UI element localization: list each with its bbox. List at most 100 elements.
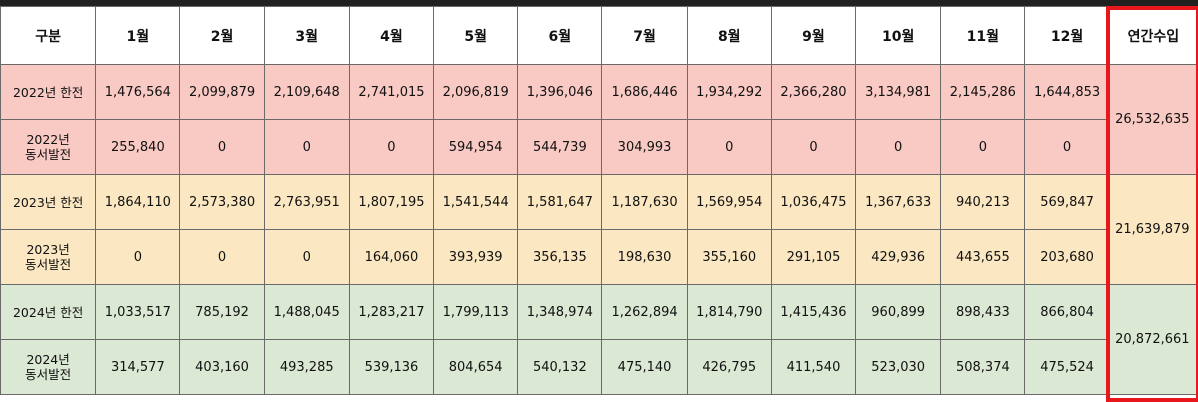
- table-cell: 1,187,630: [601, 174, 688, 230]
- header-month-3: 3월: [263, 6, 350, 65]
- table-cell: 2,366,280: [770, 64, 857, 120]
- header-month-7: 7월: [601, 6, 688, 65]
- table-cell: 1,348,974: [517, 284, 603, 340]
- table-row-2024-ewp: 2024년 동서발전 314,577 403,160 493,285 539,13…: [0, 339, 1198, 395]
- table-cell: 203,680: [1024, 229, 1110, 285]
- row-label: 2023년 동서발전: [0, 229, 97, 285]
- table-cell: 0: [686, 119, 772, 175]
- table-cell: 1,569,954: [686, 174, 772, 230]
- table-row-2024-kepco: 2024년 한전 1,033,517 785,192 1,488,045 1,2…: [0, 284, 1198, 395]
- table-cell: 198,630: [601, 229, 688, 285]
- header-month-2: 2월: [179, 6, 265, 65]
- annual-income-table: 구분 1월 2월 3월 4월 5월 6월 7월 8월 9월 10월 11월 12…: [0, 6, 1198, 395]
- table-cell: 304,993: [601, 119, 688, 175]
- row-label: 2024년 동서발전: [0, 339, 97, 395]
- table-cell: 1,581,647: [517, 174, 603, 230]
- table-row-2022-kepco: 2022년 한전 1,476,564 2,099,879 2,109,648 2…: [0, 64, 1198, 175]
- table-cell: 0: [263, 229, 350, 285]
- table-cell: 493,285: [263, 339, 350, 395]
- table-cell: 475,524: [1024, 339, 1110, 395]
- table-cell: 1,476,564: [95, 64, 181, 120]
- header-annual-income: 연간수입: [1108, 6, 1198, 65]
- table-cell: 0: [1024, 119, 1110, 175]
- row-label: 2022년 한전: [0, 64, 97, 120]
- header-month-5: 5월: [433, 6, 519, 65]
- table-cell: 0: [263, 119, 350, 175]
- table-cell: 393,939: [433, 229, 519, 285]
- table-cell: 0: [95, 229, 181, 285]
- table-row-2022-ewp: 2022년 동서발전 255,840 0 0 0 594,954 544,739 …: [0, 119, 1198, 175]
- table-cell: 1,415,436: [770, 284, 857, 340]
- table-cell: 940,213: [940, 174, 1026, 230]
- table-cell: 411,540: [770, 339, 857, 395]
- annual-total-2022: 26,532,635: [1108, 64, 1198, 175]
- table-cell: 0: [179, 229, 265, 285]
- table-cell: 594,954: [433, 119, 519, 175]
- row-label-line2: 동서발전: [25, 257, 72, 272]
- table-cell: 0: [348, 119, 435, 175]
- table-cell: 255,840: [95, 119, 181, 175]
- header-month-6: 6월: [517, 6, 603, 65]
- table-cell: 314,577: [95, 339, 181, 395]
- table-cell: 443,655: [940, 229, 1026, 285]
- table-cell: 508,374: [940, 339, 1026, 395]
- table-cell: 866,804: [1024, 284, 1110, 340]
- table-cell: 785,192: [179, 284, 265, 340]
- table-cell: 1,488,045: [263, 284, 350, 340]
- row-label-line2: 동서발전: [25, 147, 72, 162]
- annual-total-2023: 21,639,879: [1108, 174, 1198, 285]
- row-label-text: 2023년 한전: [12, 194, 84, 210]
- row-label-text: 2022년 한전: [12, 84, 84, 100]
- table-cell: 1,396,046: [517, 64, 603, 120]
- header-category: 구분: [0, 6, 97, 65]
- table-cell: 355,160: [686, 229, 772, 285]
- table-cell: 2,096,819: [433, 64, 519, 120]
- table-cell: 291,105: [770, 229, 857, 285]
- table-cell: 1,541,544: [433, 174, 519, 230]
- table-cell: 540,132: [517, 339, 603, 395]
- table-cell: 1,814,790: [686, 284, 772, 340]
- table-cell: 1,934,292: [686, 64, 772, 120]
- table-cell: 1,807,195: [348, 174, 435, 230]
- table-cell: 1,036,475: [770, 174, 857, 230]
- top-dark-strip: [0, 0, 1198, 6]
- table-cell: 569,847: [1024, 174, 1110, 230]
- table-cell: 960,899: [855, 284, 942, 340]
- table-cell: 2,741,015: [348, 64, 435, 120]
- table-cell: 429,936: [855, 229, 942, 285]
- table-cell: 1,033,517: [95, 284, 181, 340]
- table-cell: 2,145,286: [940, 64, 1026, 120]
- header-row: 구분 1월 2월 3월 4월 5월 6월 7월 8월 9월 10월 11월 12…: [0, 6, 1198, 65]
- table-cell: 1,283,217: [348, 284, 435, 340]
- table-cell: 1,686,446: [601, 64, 688, 120]
- table-cell: 164,060: [348, 229, 435, 285]
- annual-total-2024: 20,872,661: [1108, 284, 1198, 395]
- table-cell: 0: [855, 119, 942, 175]
- header-month-10: 10월: [855, 6, 942, 65]
- table-cell: 0: [179, 119, 265, 175]
- table-cell: 0: [940, 119, 1026, 175]
- table-cell: 475,140: [601, 339, 688, 395]
- row-label-line2: 동서발전: [25, 367, 72, 382]
- table-cell: 403,160: [179, 339, 265, 395]
- table-cell: 0: [770, 119, 857, 175]
- table-cell: 2,573,380: [179, 174, 265, 230]
- table-cell: 539,136: [348, 339, 435, 395]
- table-cell: 523,030: [855, 339, 942, 395]
- header-month-9: 9월: [770, 6, 857, 65]
- row-label: 2022년 동서발전: [0, 119, 97, 175]
- table-cell: 2,763,951: [263, 174, 350, 230]
- row-label-line1: 2022년: [26, 132, 70, 147]
- row-label: 2024년 한전: [0, 284, 97, 340]
- table-cell: 804,654: [433, 339, 519, 395]
- table-cell: 2,099,879: [179, 64, 265, 120]
- table-cell: 2,109,648: [263, 64, 350, 120]
- header-month-12: 12월: [1024, 6, 1110, 65]
- table-cell: 1,644,853: [1024, 64, 1110, 120]
- header-month-1: 1월: [95, 6, 181, 65]
- row-label: 2023년 한전: [0, 174, 97, 230]
- header-month-4: 4월: [348, 6, 435, 65]
- table-cell: 1,262,894: [601, 284, 688, 340]
- header-month-8: 8월: [686, 6, 772, 65]
